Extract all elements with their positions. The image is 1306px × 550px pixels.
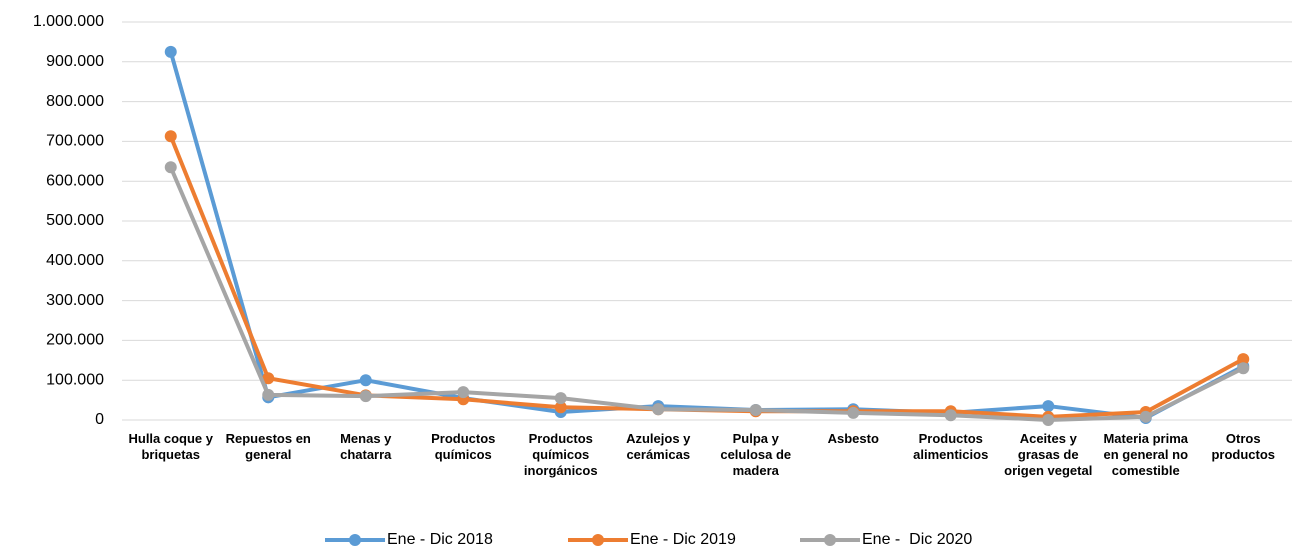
data-point [749,404,762,417]
data-point [262,372,275,385]
x-tick-label: Materia prima en general no comestible [1103,431,1189,478]
legend-label: Ene - Dic 2019 [630,531,736,548]
legend-label: Ene - Dic 2018 [387,531,493,548]
y-tick-label: 600.000 [46,172,104,189]
y-tick-label: 400.000 [46,252,104,269]
x-tick-label: Azulejos y cerámicas [626,431,691,462]
y-tick-label: 800.000 [46,93,104,110]
data-point [1237,362,1250,375]
x-tick-label: Hulla coque y briquetas [128,431,214,462]
y-tick-label: 1.000.000 [33,13,104,30]
series-line [168,51,1245,421]
x-tick-label: Menas y chatarra [340,431,392,462]
x-tick-label: Otros productos [1211,431,1276,462]
y-tick-label: 200.000 [46,332,104,349]
data-point [554,401,567,414]
data-point [359,374,372,387]
x-tick-label: Pulpa y celulosa de madera [720,431,792,478]
data-point [457,386,470,399]
y-tick-label: 500.000 [46,212,104,229]
x-tick-label: Repuestos en general [225,431,311,462]
x-tick-label: Productos alimenticios [913,431,989,462]
y-tick-label: 300.000 [46,292,104,309]
data-point [847,406,860,419]
data-point [652,403,665,416]
legend-label: Ene - Dic 2020 [862,531,972,548]
x-tick-label: Asbesto [827,431,879,446]
series-line [168,135,1245,419]
series-line [168,166,1245,422]
data-point [164,130,177,143]
data-point [944,409,957,422]
data-point [262,388,275,401]
data-point [164,161,177,174]
legend-marker [592,534,604,546]
y-tick-label: 0 [95,411,104,428]
data-point [1042,400,1055,413]
x-tick-label: Productos químicos inorgánicos [523,431,598,478]
y-tick-label: 900.000 [46,53,104,70]
data-point [1042,414,1055,426]
y-tick-label: 700.000 [46,133,104,150]
y-tick-label: 100.000 [46,371,104,388]
legend-marker [824,534,836,546]
legend-marker [349,534,361,546]
data-point [1237,353,1250,366]
data-point [1139,410,1152,423]
data-point [359,390,372,403]
data-point [554,392,567,405]
x-tick-label: Productos químicos [431,431,496,462]
data-point [164,45,177,58]
x-tick-label: Aceites y grasas de origen vegetal [1004,431,1093,478]
